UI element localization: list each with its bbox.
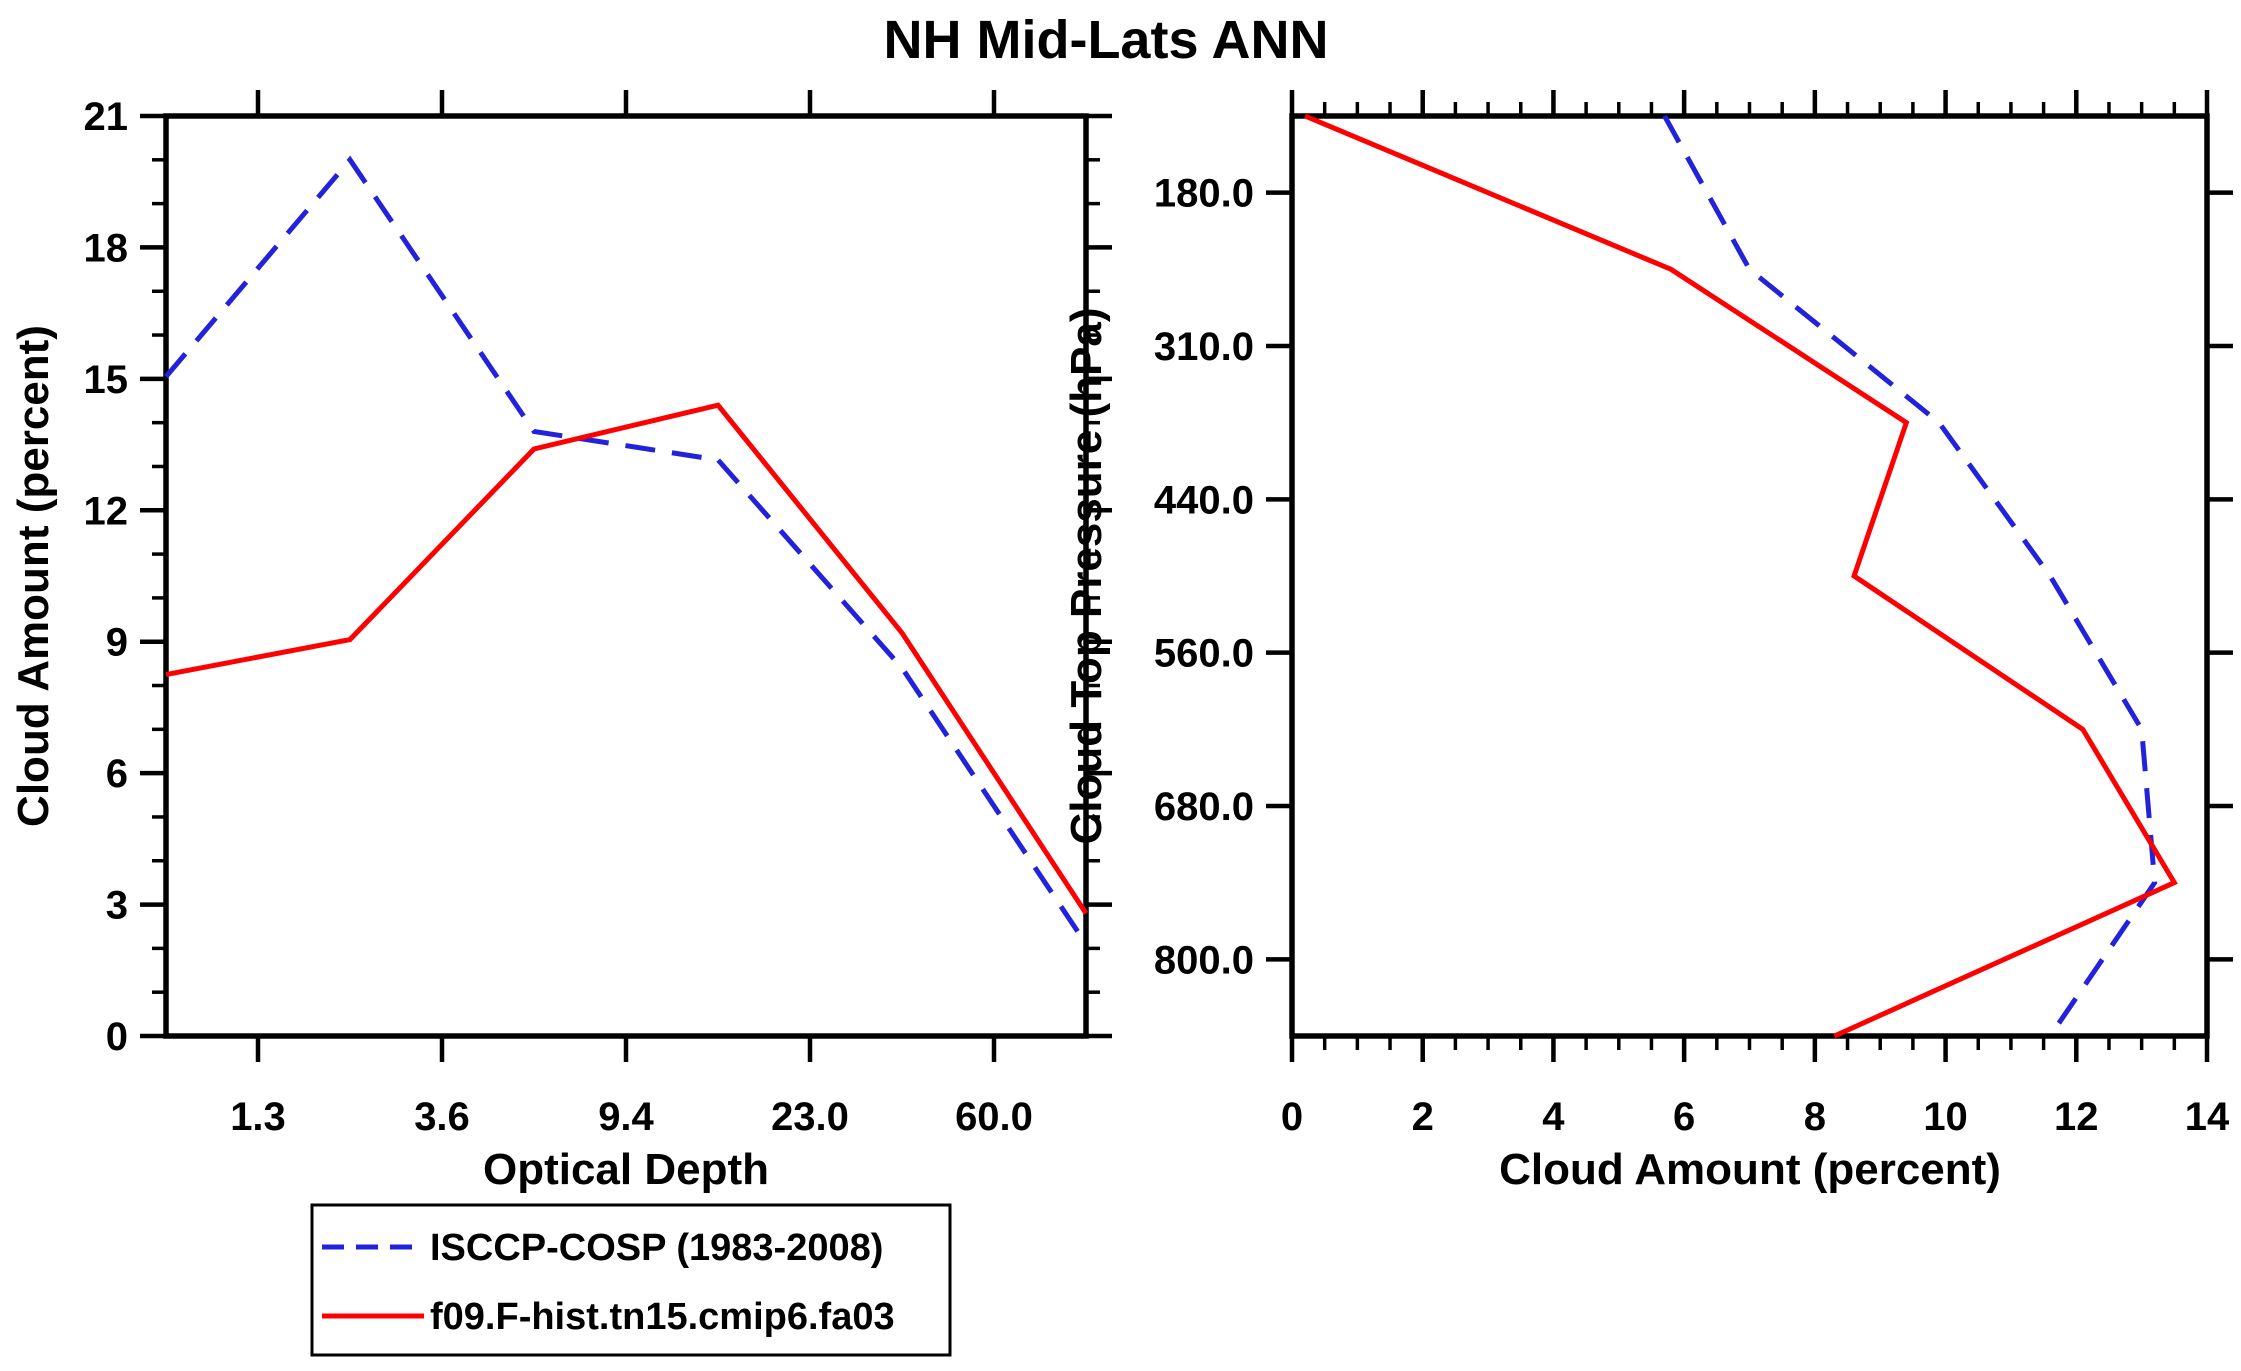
left-x-axis-title: Optical Depth: [483, 1145, 769, 1194]
y-tick-label: 560.0: [1154, 632, 1254, 676]
plot-frame: [1289, 113, 2210, 1039]
right-x-axis-title: Cloud Amount (percent): [1499, 1145, 2001, 1194]
y-tick-label: 3: [106, 884, 128, 928]
legend-box: [310, 1203, 952, 1357]
right-plot-series: [1304, 113, 2178, 1039]
right-y-axis-title: Cloud Top Pressure (hPa): [1062, 307, 1111, 844]
page-title: NH Mid-Lats ANN: [884, 10, 1329, 70]
x-tick-label: 8: [1804, 1095, 1826, 1139]
y-tick-label: 440.0: [1154, 478, 1254, 522]
right-plot-axes: 0 2 4 6 8 10 12 14 180.0 310.0 440.0 560.0 680.0 800.…: [1154, 90, 2233, 1139]
plot-frame: [163, 113, 1089, 1039]
y-tick-label: 12: [84, 489, 129, 533]
y-tick-label: 310.0: [1154, 325, 1254, 369]
model-line-left: [165, 402, 1089, 915]
x-tick-label: 3.6: [414, 1095, 470, 1139]
y-tick-label: 15: [84, 358, 129, 402]
x-tick-label: 12: [2054, 1095, 2099, 1139]
model-line-right: [1304, 113, 2178, 1039]
y-tick-label: 0: [106, 1015, 128, 1059]
y-tick-label: 9: [106, 621, 128, 665]
legend: ISCCP-COSP (1983-2008) f09.F-hist.tn15.c…: [310, 1203, 952, 1357]
x-tick-label: 14: [2185, 1095, 2230, 1139]
y-tick-label: 21: [84, 95, 129, 139]
x-tick-label: 10: [1923, 1095, 1968, 1139]
legend-model-label: f09.F-hist.tn15.cmip6.fa03: [430, 1296, 895, 1338]
x-tick-label: 0: [1281, 1095, 1303, 1139]
y-tick-label: 800.0: [1154, 938, 1254, 982]
left-y-axis-title: Cloud Amount (percent): [9, 325, 58, 827]
y-tick-label: 6: [106, 752, 128, 796]
x-tick-label: 23.0: [771, 1095, 849, 1139]
y-tick-label: 180.0: [1154, 172, 1254, 216]
left-plot-axes: 0 3 6 9 12 15 18 21 1.3 3.6 9.4 23.0 60.0: [84, 90, 1112, 1139]
isccp-line-right: [1662, 114, 2158, 1038]
legend-isccp-label: ISCCP-COSP (1983-2008): [430, 1227, 883, 1269]
x-tick-label: 4: [1542, 1095, 1565, 1139]
x-tick-label: 2: [1412, 1095, 1434, 1139]
y-tick-label: 680.0: [1154, 785, 1254, 829]
x-tick-label: 9.4: [598, 1095, 654, 1139]
isccp-line-left: [164, 155, 1089, 946]
x-tick-label: 60.0: [955, 1095, 1033, 1139]
x-tick-label: 6: [1673, 1095, 1695, 1139]
y-tick-label: 18: [84, 226, 129, 270]
x-tick-label: 1.3: [230, 1095, 286, 1139]
left-plot-series: [164, 155, 1089, 946]
